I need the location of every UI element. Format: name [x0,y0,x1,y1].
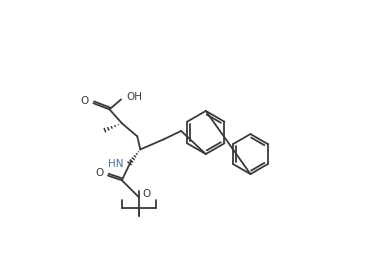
Text: O: O [95,168,103,178]
Text: O: O [143,189,151,199]
Text: O: O [80,96,89,106]
Text: HN: HN [108,159,123,169]
Text: OH: OH [126,92,143,102]
